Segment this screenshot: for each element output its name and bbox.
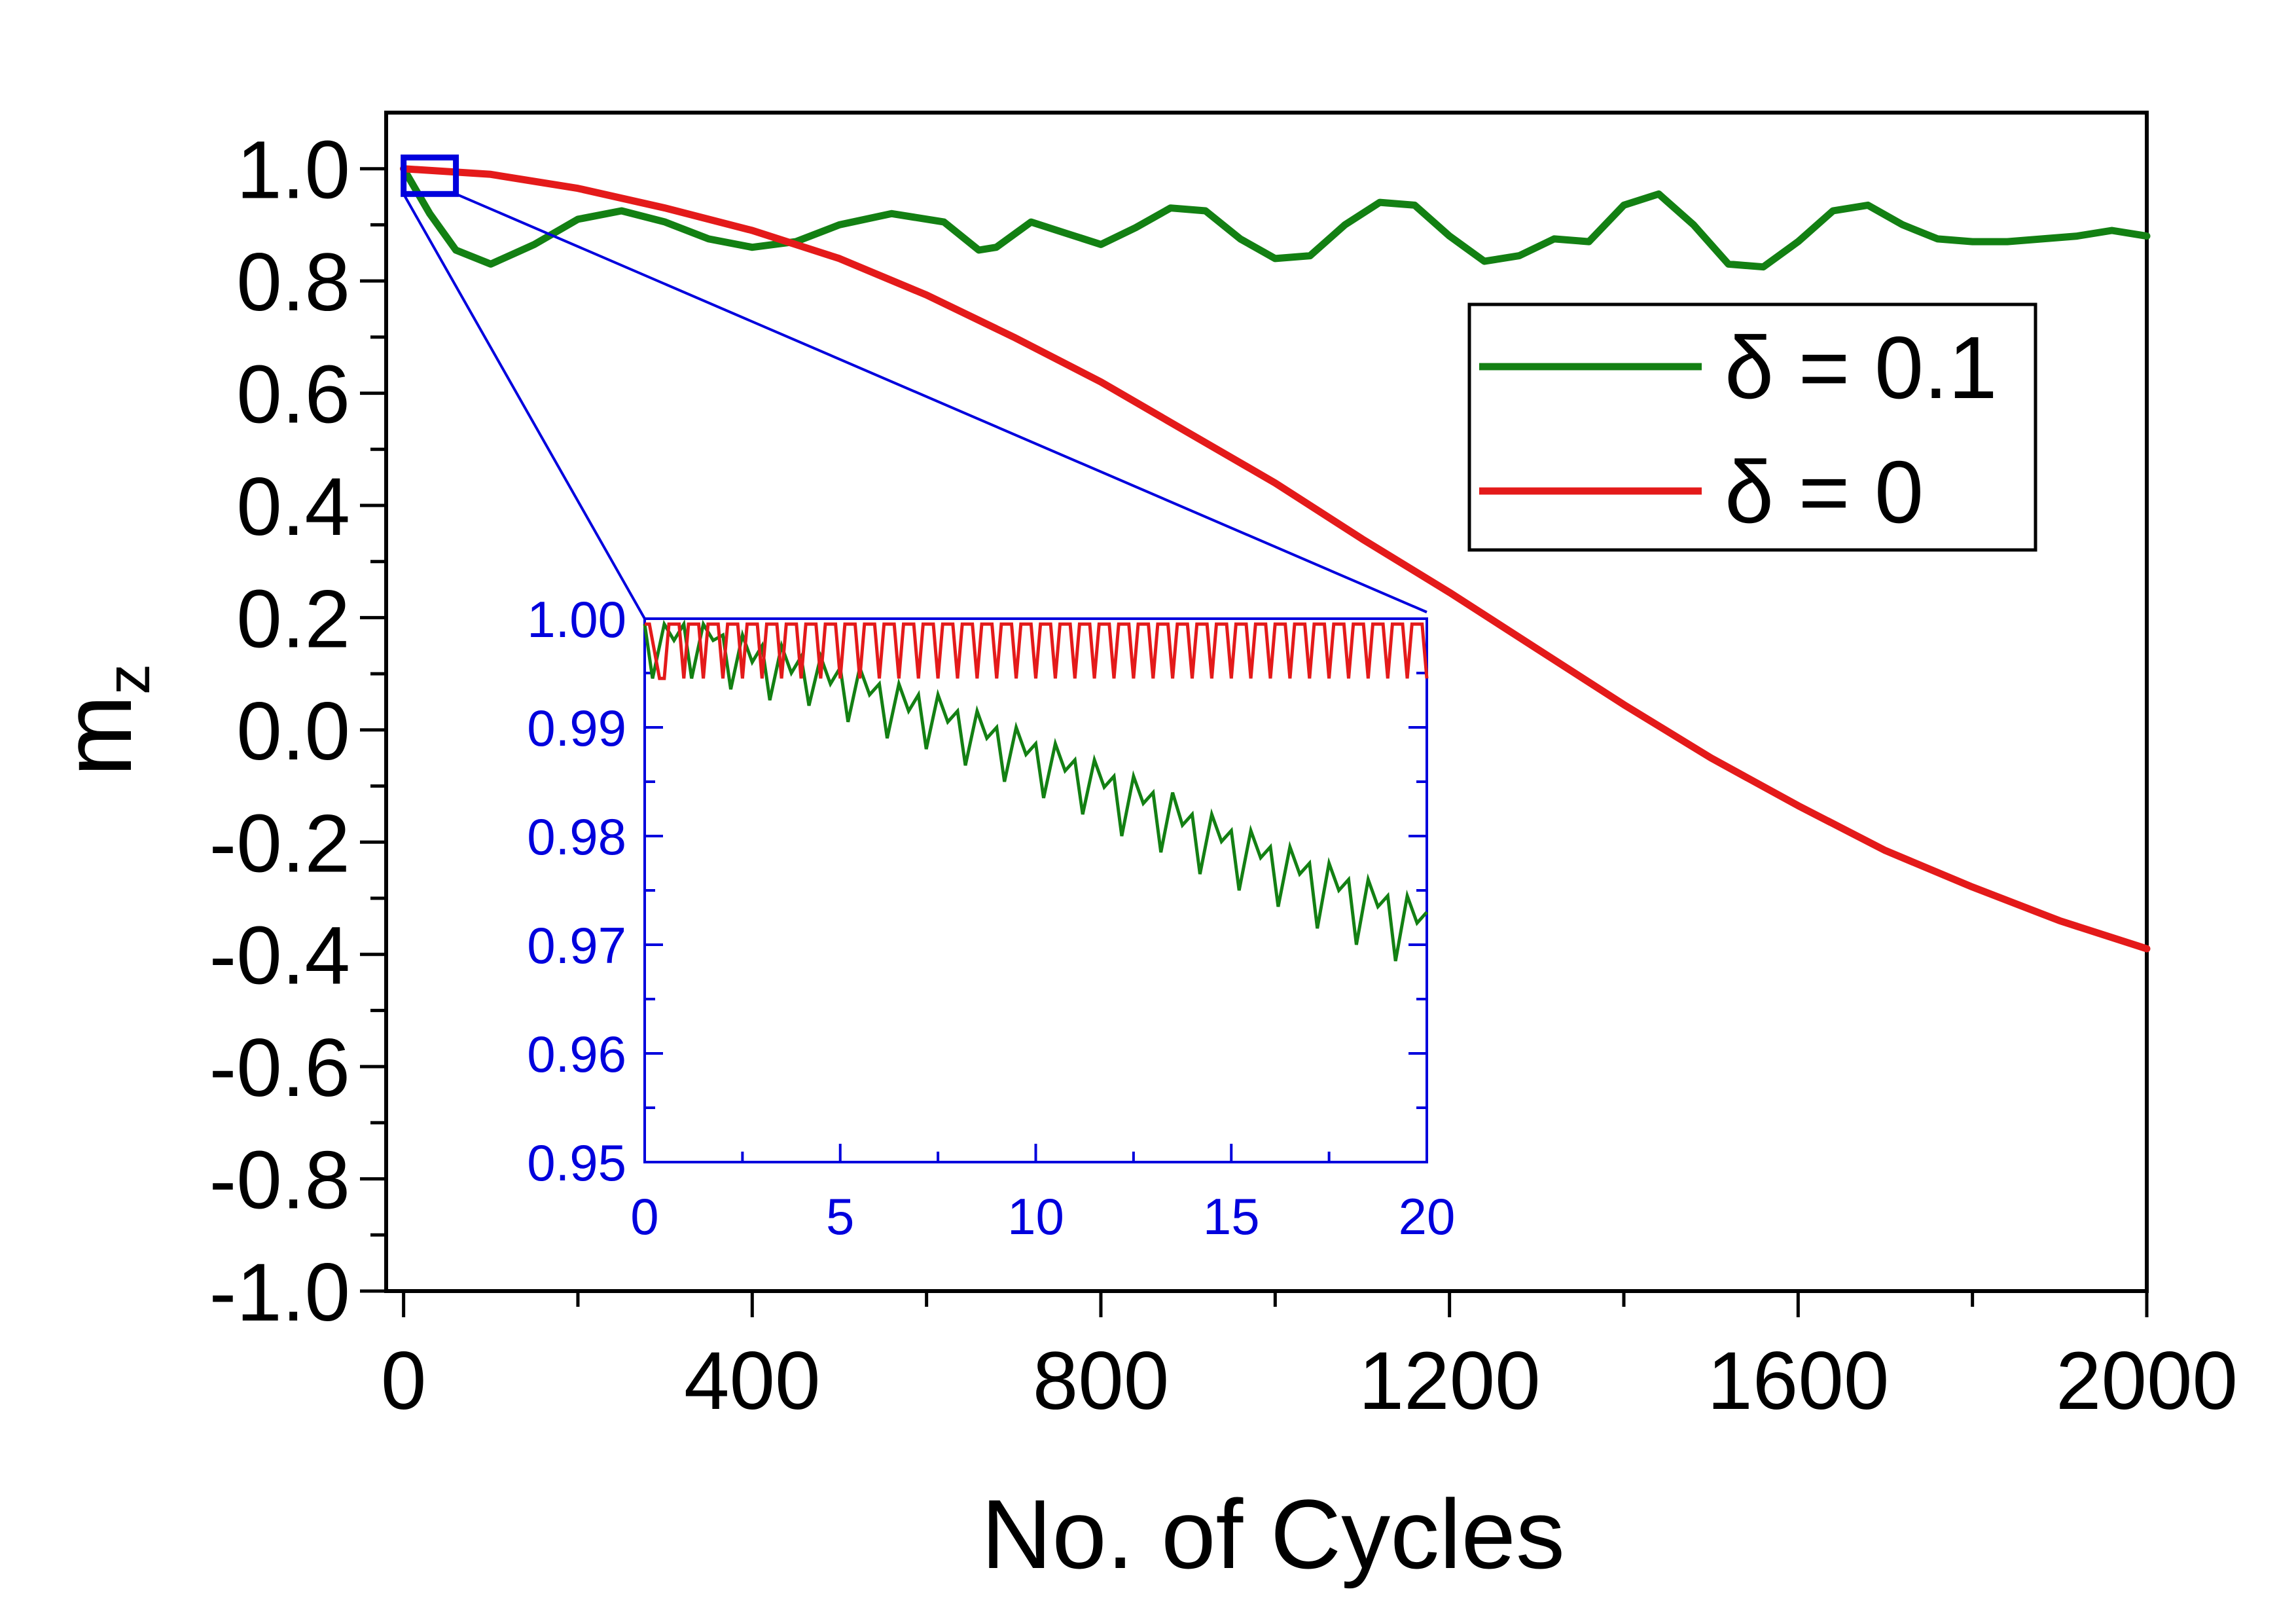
y-axis-title: m <box>42 695 152 776</box>
x-tick-label: 1600 <box>1707 1336 1889 1427</box>
inset-frame <box>643 617 1428 1163</box>
inset-y-tick-label: 0.95 <box>527 1134 626 1192</box>
y-tick-label: 0.0 <box>236 686 350 777</box>
y-tick-label: 0.8 <box>236 237 350 328</box>
x-tick-label: 1200 <box>1359 1336 1541 1427</box>
inset-y-tick-label: 0.98 <box>527 808 626 866</box>
legend: δ = 0.1 δ = 0 <box>1467 302 2037 552</box>
zoom-connector-left <box>402 193 646 619</box>
x-axis-title: No. of Cycles <box>981 1479 1565 1589</box>
zoom-indicator <box>401 155 1427 619</box>
inset-plot: 0 5 10 15 20 1.00 0.99 0.98 0.97 0.96 0.95 <box>527 591 1455 1245</box>
main-plot-frame <box>384 111 2149 1293</box>
x-tick-label: 400 <box>684 1336 821 1427</box>
inset-x-tick-label: 0 <box>630 1188 658 1245</box>
inset-series-line-1 <box>645 622 1429 680</box>
main-series-line-0 <box>400 165 2151 271</box>
y-tick-label: -1.0 <box>209 1247 350 1338</box>
x-tick-label: 800 <box>1033 1336 1170 1427</box>
legend-label: δ = 0 <box>1725 443 1924 541</box>
inset-y-tick-label: 1.00 <box>527 591 626 648</box>
zoom-connector-right <box>455 192 1427 613</box>
main-plot: 0 400 800 1200 1600 2000 1.0 0.8 0.6 0.4 0.2 0.0 -0.… <box>209 111 2238 1427</box>
inset-y-tick-label: 0.99 <box>527 699 626 757</box>
inset-y-tick-label: 0.96 <box>527 1025 626 1083</box>
zoom-box <box>401 155 459 197</box>
x-tick-label: 2000 <box>2056 1336 2238 1427</box>
main-series-line-1 <box>400 165 2151 953</box>
inset-series-line-0 <box>643 619 1428 962</box>
legend-label: δ = 0.1 <box>1725 318 1998 417</box>
y-tick-label: -0.8 <box>209 1135 350 1226</box>
inset-y-tick-label: 0.97 <box>527 917 626 974</box>
y-tick-label: 1.0 <box>236 125 350 216</box>
inset-x-tick-label: 5 <box>826 1188 854 1245</box>
y-tick-label: -0.4 <box>209 911 350 1002</box>
y-axis-title-subscript: z <box>94 664 163 695</box>
y-axis-title-group: mz <box>42 664 163 776</box>
y-tick-label: -0.6 <box>209 1023 350 1114</box>
svg-text:mz: mz <box>42 664 163 776</box>
y-tick-label: -0.2 <box>209 798 350 889</box>
y-tick-label: 0.6 <box>236 350 350 441</box>
inset-x-tick-label: 15 <box>1203 1188 1260 1245</box>
y-tick-label: 0.4 <box>236 462 350 553</box>
legend-box <box>1467 302 2037 552</box>
inset-x-tick-label: 20 <box>1399 1188 1456 1245</box>
x-tick-label: 0 <box>381 1336 427 1427</box>
inset-x-tick-label: 10 <box>1007 1188 1064 1245</box>
y-tick-label: 0.2 <box>236 574 350 665</box>
